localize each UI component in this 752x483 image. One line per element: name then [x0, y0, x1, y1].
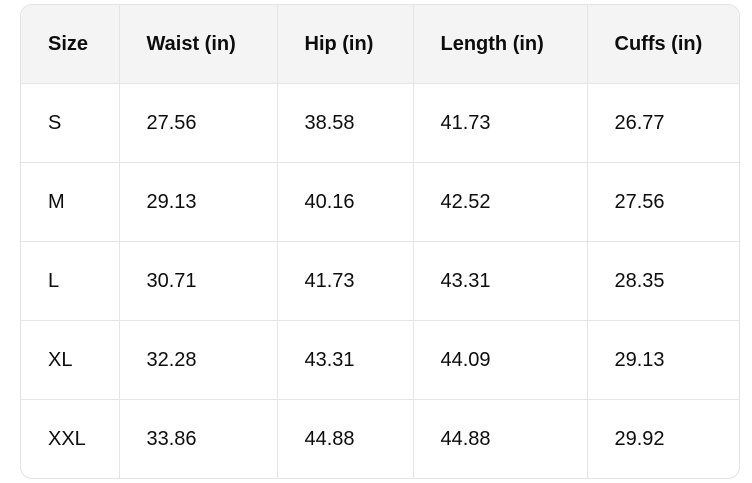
table-cell: S [21, 83, 120, 163]
table-cell: 30.71 [119, 241, 278, 321]
header-cell: Length (in) [413, 5, 588, 84]
header-cell: Waist (in) [119, 5, 278, 84]
size-table: Size Waist (in) Hip (in) Length (in) Cuffs (… [21, 5, 739, 478]
table-cell: 41.73 [413, 83, 588, 163]
table-cell: 27.56 [587, 162, 739, 242]
table-row: XXL 33.86 44.88 44.88 29.92 [21, 399, 739, 478]
table-cell: 44.09 [413, 320, 588, 400]
table-cell: 38.58 [277, 83, 414, 163]
table-cell: 43.31 [277, 320, 414, 400]
table-cell: 42.52 [413, 162, 588, 242]
table-cell: 41.73 [277, 241, 414, 321]
table-row: S 27.56 38.58 41.73 26.77 [21, 83, 739, 163]
table-row: L 30.71 41.73 43.31 28.35 [21, 241, 739, 321]
table-cell: 33.86 [119, 399, 278, 478]
table-cell: 27.56 [119, 83, 278, 163]
table-cell: 29.13 [119, 162, 278, 242]
table-cell: 29.13 [587, 320, 739, 400]
header-cell: Hip (in) [277, 5, 414, 84]
table-cell: XL [21, 320, 120, 400]
table-cell: 26.77 [587, 83, 739, 163]
table-row: XL 32.28 43.31 44.09 29.13 [21, 320, 739, 400]
table-cell: M [21, 162, 120, 242]
header-cell: Cuffs (in) [587, 5, 739, 84]
table-cell: 44.88 [413, 399, 588, 478]
header-row: Size Waist (in) Hip (in) Length (in) Cuffs (… [21, 5, 739, 84]
table-cell: 29.92 [614, 427, 665, 450]
table-cell: 40.16 [277, 162, 414, 242]
header-cell: Size [21, 5, 120, 84]
table-cell: 28.35 [587, 241, 739, 321]
table-row: M 29.13 40.16 42.52 27.56 [21, 162, 739, 242]
table-cell: 32.28 [119, 320, 278, 400]
table-cell: 43.31 [413, 241, 588, 321]
table-container: Size Waist (in) Hip (in) Length (in) Cuffs (… [20, 4, 740, 479]
table-cell: XXL [21, 399, 120, 478]
table-cell: L [21, 241, 120, 321]
table-cell: 44.88 [277, 399, 414, 478]
